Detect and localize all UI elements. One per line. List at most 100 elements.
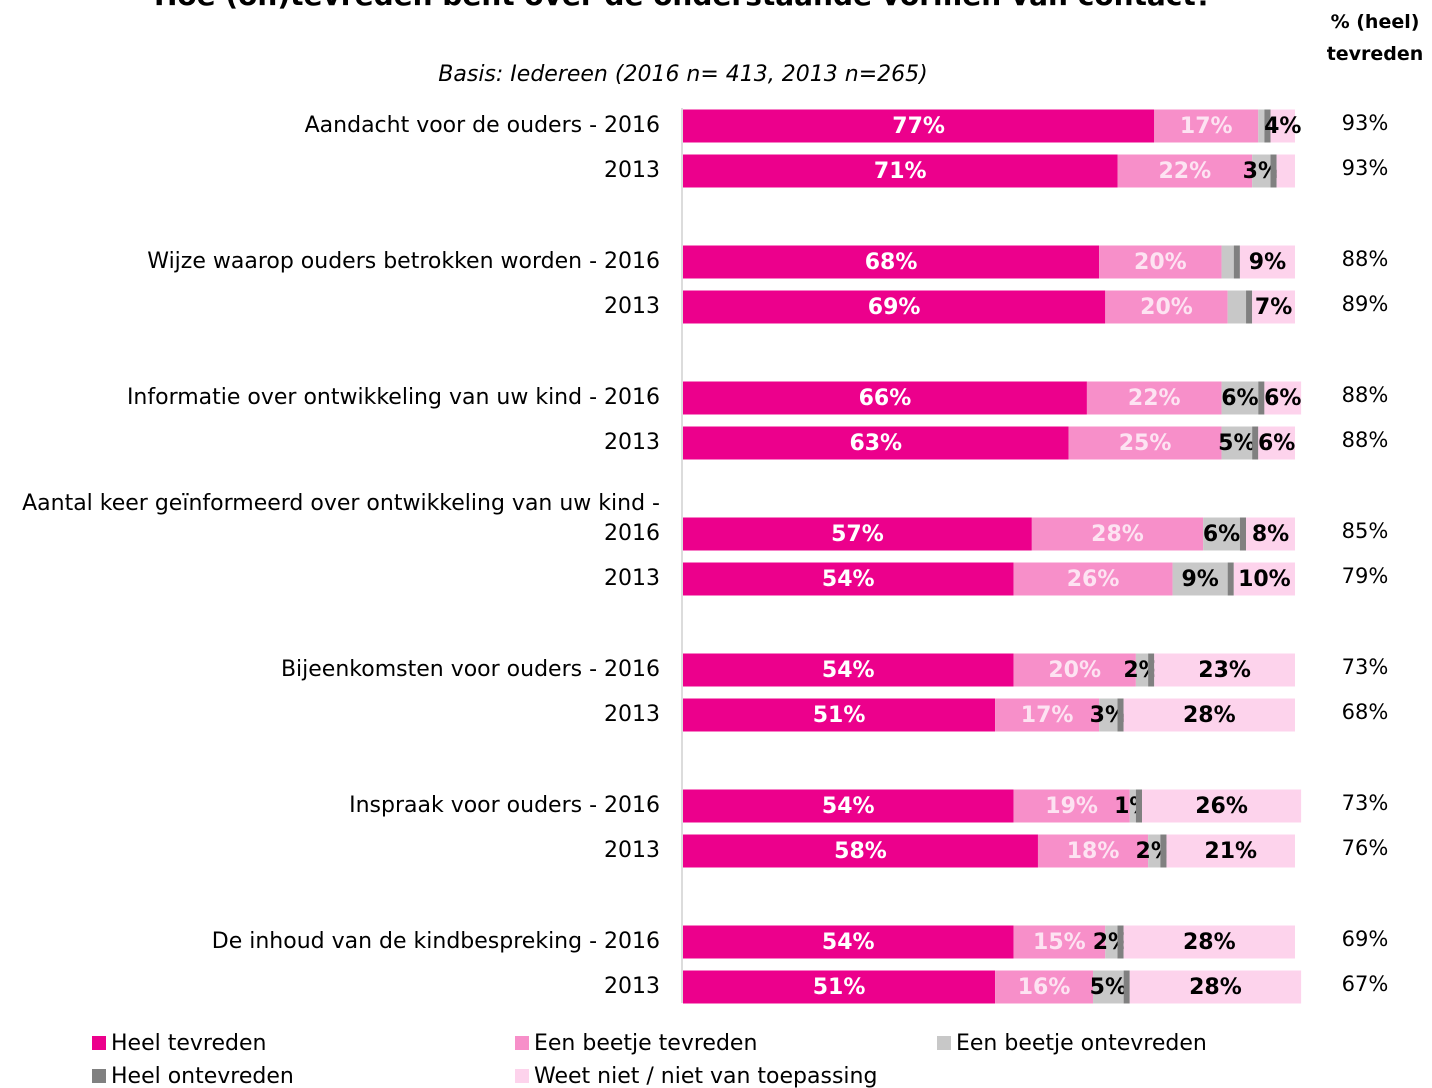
bar-segment	[1233, 562, 1295, 596]
data-label: 57%	[831, 522, 884, 547]
tevreden-label: 73%	[1342, 655, 1389, 679]
data-label: 63%	[849, 431, 902, 456]
data-label: 28%	[1189, 975, 1242, 1000]
data-label: 28%	[1091, 522, 1144, 547]
bar-segment	[1252, 290, 1295, 324]
data-label: 20%	[1140, 295, 1193, 320]
bar-segment	[1013, 562, 1173, 596]
bar-segment	[1068, 426, 1222, 460]
bar-segment	[1105, 925, 1118, 959]
bar-segment	[995, 970, 1094, 1004]
data-label: 10%	[1238, 567, 1291, 592]
bar-segment	[1227, 562, 1234, 596]
legend-label: Een beetje ontevreden	[956, 1031, 1207, 1056]
bar-segment	[1276, 154, 1295, 188]
data-label: 21%	[1204, 839, 1257, 864]
bar-segment	[1270, 109, 1295, 143]
legend-swatch	[92, 1069, 106, 1083]
bar-segment	[683, 698, 996, 732]
bar-segment	[1093, 970, 1124, 1004]
legend-swatch	[515, 1036, 529, 1050]
data-label: 22%	[1159, 159, 1212, 184]
data-label: 6%	[1203, 522, 1240, 547]
bar-segment	[1037, 834, 1149, 868]
bar-segment	[683, 109, 1155, 143]
data-label: 9%	[1181, 567, 1218, 592]
tevreden-label: 89%	[1342, 292, 1389, 316]
data-label: 68%	[865, 250, 918, 275]
data-label: 26%	[1195, 794, 1248, 819]
bar-segment	[1203, 517, 1240, 551]
bar-segment	[1031, 517, 1204, 551]
bar-segment	[683, 245, 1100, 279]
bar-segment	[1148, 653, 1155, 687]
bar-segment	[1013, 925, 1106, 959]
bar-segment	[1013, 789, 1130, 823]
tevreden-label: 67%	[1342, 972, 1389, 996]
category-label: 2013	[604, 566, 660, 591]
bar-segment	[1252, 426, 1259, 460]
data-label: 54%	[822, 794, 875, 819]
bar-segment	[1129, 789, 1136, 823]
category-label: 2013	[604, 294, 660, 319]
legend-swatch	[515, 1069, 529, 1083]
data-label: 5%	[1218, 431, 1255, 456]
bar-segment	[1148, 834, 1161, 868]
category-label: 2013	[604, 974, 660, 999]
bar-segment	[683, 653, 1014, 687]
category-label: Inspraak voor ouders - 2016	[349, 793, 660, 818]
category-label: 2013	[604, 838, 660, 863]
bar-segment	[1258, 109, 1265, 143]
data-label: 17%	[1021, 703, 1074, 728]
data-label: 66%	[859, 386, 912, 411]
bar-segment	[1117, 925, 1124, 959]
data-label: 6%	[1221, 386, 1258, 411]
bar-segment	[1221, 245, 1234, 279]
data-label: 54%	[822, 658, 875, 683]
bar-segment	[1154, 653, 1295, 687]
bar-segment	[1135, 653, 1149, 687]
data-label: 71%	[874, 159, 927, 184]
bar-segment	[1154, 109, 1259, 143]
bar-segment	[1129, 970, 1302, 1004]
bar-segment	[995, 698, 1100, 732]
bar-segment	[1221, 426, 1253, 460]
tevreden-label: 73%	[1342, 791, 1389, 815]
bar-segment	[683, 834, 1038, 868]
data-label: 23%	[1198, 658, 1251, 683]
category-label: 2013	[604, 158, 660, 183]
category-label: De inhoud van de kindbespreking - 2016	[211, 929, 660, 954]
bar-segment	[1239, 245, 1295, 279]
bar-segment	[1258, 426, 1295, 460]
data-label: 25%	[1119, 431, 1172, 456]
bar-segment	[683, 154, 1118, 188]
bar-segment	[1099, 245, 1222, 279]
bar-segment	[683, 970, 996, 1004]
tevreden-label: 79%	[1342, 564, 1389, 588]
category-label: 2013	[604, 702, 660, 727]
data-label: 58%	[834, 839, 887, 864]
legend-label: Weet niet / niet van toepassing	[534, 1064, 877, 1088]
bar-segment	[1246, 517, 1295, 551]
tevreden-label: 93%	[1342, 156, 1389, 180]
tevreden-label: 88%	[1342, 383, 1389, 407]
bar-segment	[1123, 970, 1130, 1004]
data-label: 20%	[1134, 250, 1187, 275]
data-label: 8%	[1252, 522, 1289, 547]
bar-segment	[1233, 245, 1240, 279]
tevreden-label: 88%	[1342, 428, 1389, 452]
category-label: Wijze waarop ouders betrokken worden - 2…	[147, 249, 660, 274]
data-label: 69%	[868, 295, 921, 320]
bar-segment	[1142, 789, 1302, 823]
bar-segment	[683, 426, 1069, 460]
bar-segment	[1264, 381, 1302, 415]
category-label: Bijeenkomsten voor ouders - 2016	[280, 657, 660, 682]
bar-segment	[1123, 925, 1295, 959]
bar-segment	[683, 381, 1087, 415]
bar-segment	[1086, 381, 1222, 415]
category-label: Aandacht voor de ouders - 2016	[304, 113, 660, 138]
data-label: 19%	[1045, 794, 1098, 819]
data-label: 6%	[1264, 386, 1301, 411]
legend-swatch	[92, 1036, 106, 1050]
